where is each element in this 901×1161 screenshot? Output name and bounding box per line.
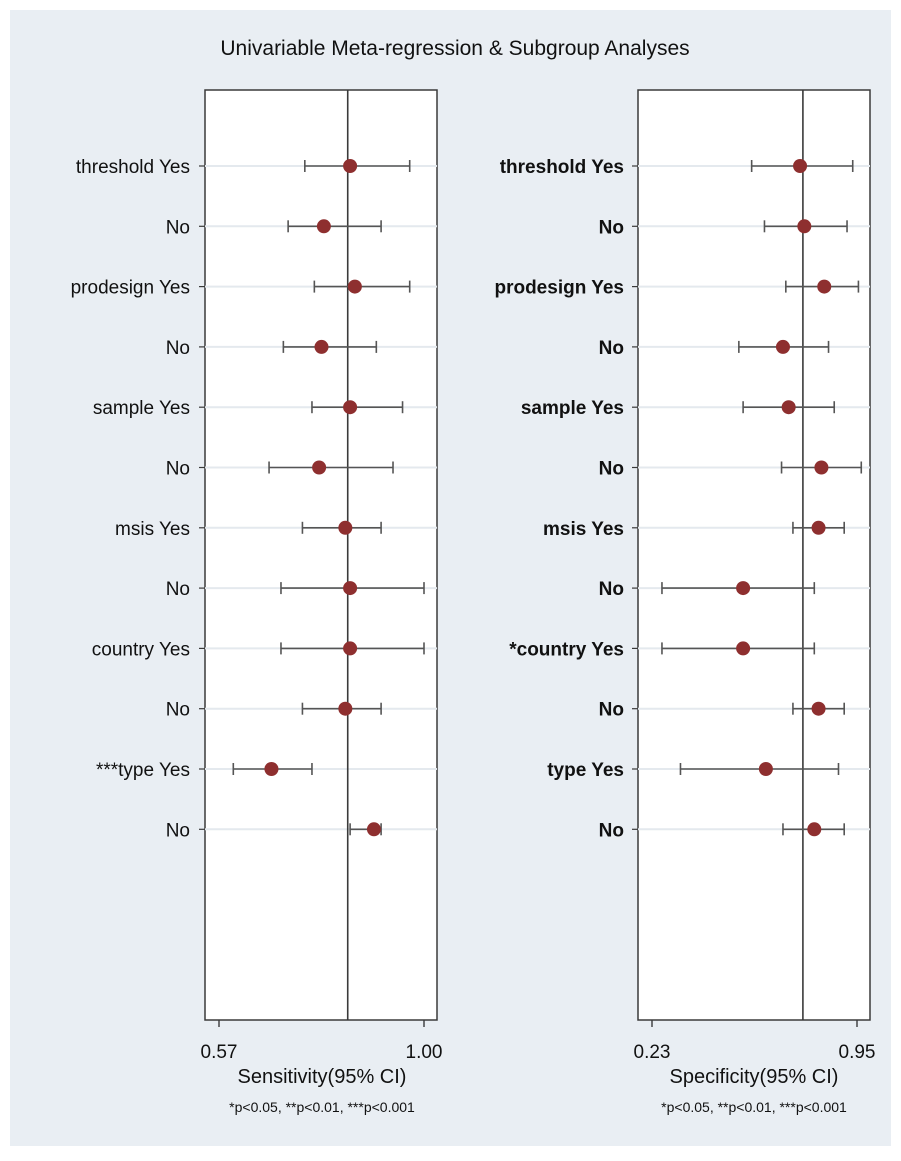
specificity-row-label: *country Yes — [509, 639, 624, 660]
specificity-point-estimate — [736, 641, 751, 656]
specificity-point-estimate — [781, 400, 796, 415]
sensitivity-row-label: No — [166, 459, 190, 480]
sensitivity-row-label: threshold Yes — [76, 157, 190, 178]
specificity-point-estimate — [797, 219, 812, 234]
specificity-point-estimate — [775, 339, 790, 354]
sensitivity-point-estimate — [338, 520, 353, 535]
sensitivity-panel: threshold Yes No prodesign Yes No sample Yes… — [71, 89, 443, 1115]
sensitivity-row-label: sample Yes — [93, 398, 190, 419]
chart-title: Univariable Meta-regression & Subgroup A… — [220, 37, 689, 60]
specificity-x-tick-label: 0.95 — [839, 1042, 876, 1063]
specificity-point-estimate — [793, 159, 808, 173]
specificity-point-estimate — [807, 822, 822, 837]
specificity-row-label: No — [599, 338, 624, 359]
sensitivity-row-label: msis Yes — [115, 519, 190, 540]
sensitivity-row-label: ***type Yes — [96, 760, 190, 781]
sensitivity-x-axis-label: Sensitivity(95% CI) — [238, 1066, 407, 1088]
sensitivity-point-estimate — [343, 641, 358, 656]
sensitivity-point-estimate — [314, 339, 329, 354]
sensitivity-point-estimate — [343, 159, 358, 173]
sensitivity-plot-area — [204, 89, 438, 1021]
sensitivity-row-label: country Yes — [92, 639, 190, 660]
sensitivity-point-estimate — [347, 279, 362, 294]
specificity-point-estimate — [758, 762, 773, 776]
specificity-row-label: No — [599, 217, 624, 238]
specificity-point-estimate — [814, 460, 829, 475]
sensitivity-row-label: No — [166, 700, 190, 721]
sensitivity-row-label: No — [166, 217, 190, 238]
sensitivity-point-estimate — [343, 400, 358, 415]
sensitivity-x-tick-label: 0.57 — [201, 1042, 238, 1063]
specificity-panel: threshold Yes No prodesign Yes No sample Yes… — [494, 89, 876, 1115]
specificity-row-label: No — [599, 459, 624, 480]
specificity-row-label: No — [599, 820, 624, 841]
specificity-row-label: sample Yes — [521, 398, 624, 419]
specificity-point-estimate — [811, 520, 826, 535]
specificity-row-label: msis Yes — [543, 519, 624, 540]
sensitivity-significance-footnote: *p<0.05, **p<0.01, ***p<0.001 — [229, 1099, 415, 1115]
specificity-point-estimate — [817, 279, 832, 294]
sensitivity-point-estimate — [264, 762, 279, 776]
sensitivity-point-estimate — [366, 822, 381, 837]
specificity-point-estimate — [811, 701, 826, 716]
sensitivity-point-estimate — [316, 219, 331, 234]
sensitivity-row-label: No — [166, 338, 190, 359]
sensitivity-point-estimate — [338, 701, 353, 716]
specificity-row-label: type Yes — [547, 760, 624, 781]
specificity-row-label: threshold Yes — [500, 157, 624, 178]
specificity-x-axis-label: Specificity(95% CI) — [670, 1066, 839, 1088]
sensitivity-point-estimate — [343, 581, 358, 596]
specificity-point-estimate — [736, 581, 751, 596]
specificity-row-label: prodesign Yes — [494, 278, 624, 299]
sensitivity-point-estimate — [312, 460, 327, 475]
specificity-x-tick-label: 0.23 — [634, 1042, 671, 1063]
sensitivity-row-label: No — [166, 579, 190, 600]
sensitivity-row-label: prodesign Yes — [71, 278, 190, 299]
specificity-plot-area — [637, 89, 871, 1021]
specificity-row-label: No — [599, 700, 624, 721]
sensitivity-x-tick-label: 1.00 — [406, 1042, 443, 1063]
specificity-row-label: No — [599, 579, 624, 600]
sensitivity-row-label: No — [166, 820, 190, 841]
specificity-significance-footnote: *p<0.05, **p<0.01, ***p<0.001 — [661, 1099, 847, 1115]
